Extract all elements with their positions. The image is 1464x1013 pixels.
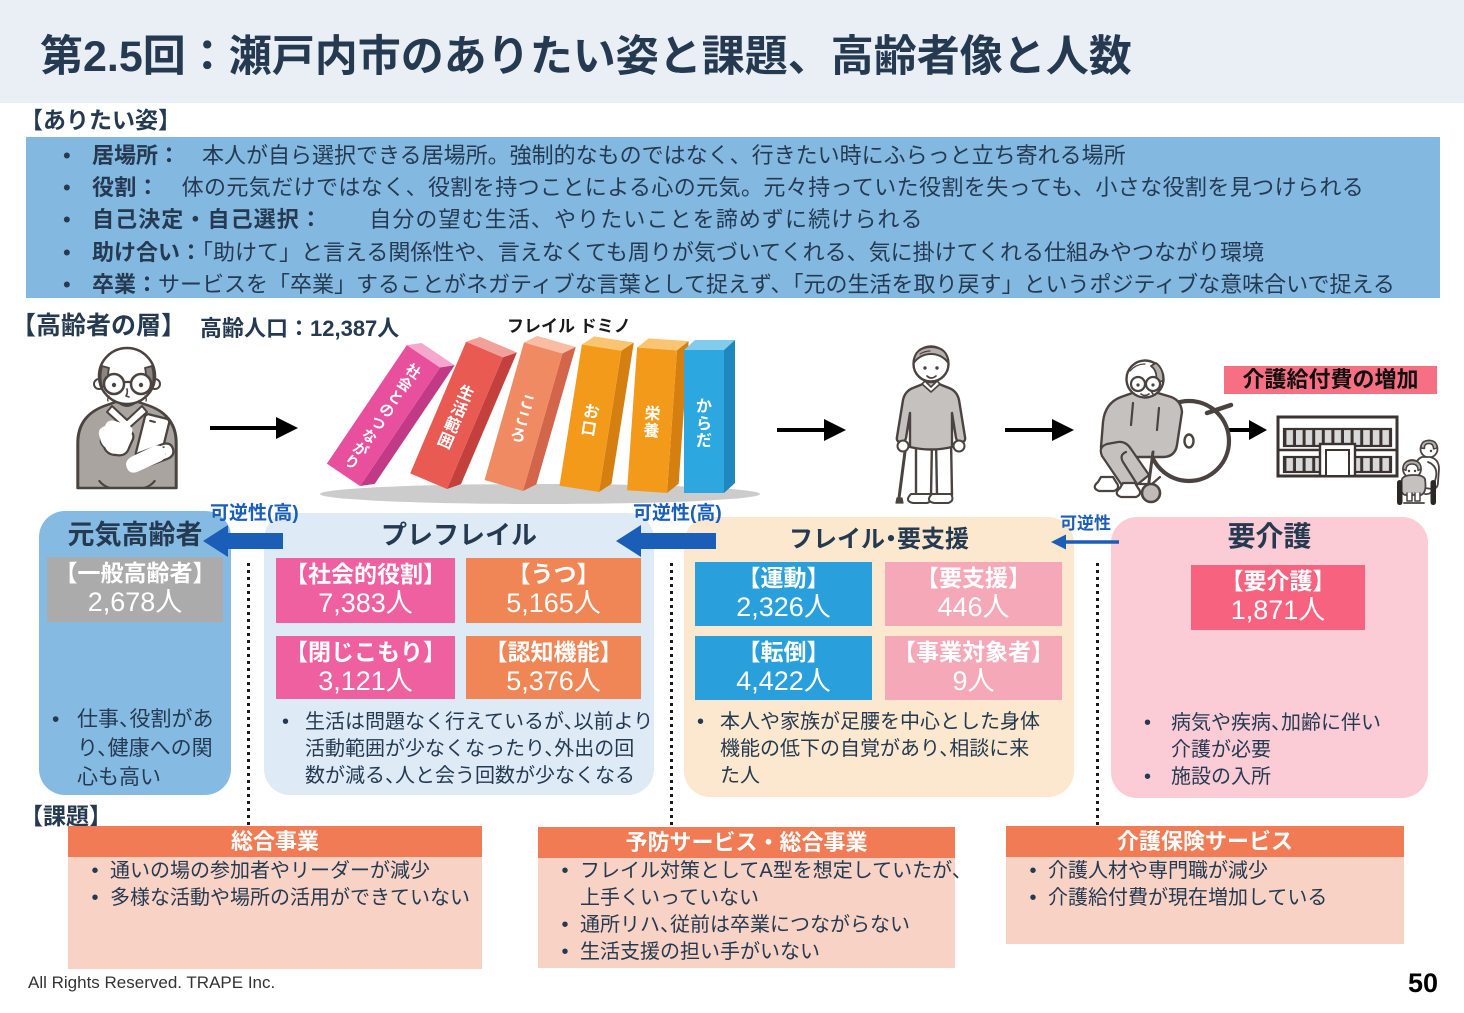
svg-text:生活範囲: 生活範囲 [435, 382, 477, 452]
svg-text:からだ: からだ [696, 398, 712, 450]
svg-text:こころ: こころ [508, 393, 538, 447]
svg-text:お口: お口 [579, 402, 600, 439]
svg-text:栄養: 栄養 [643, 405, 661, 441]
